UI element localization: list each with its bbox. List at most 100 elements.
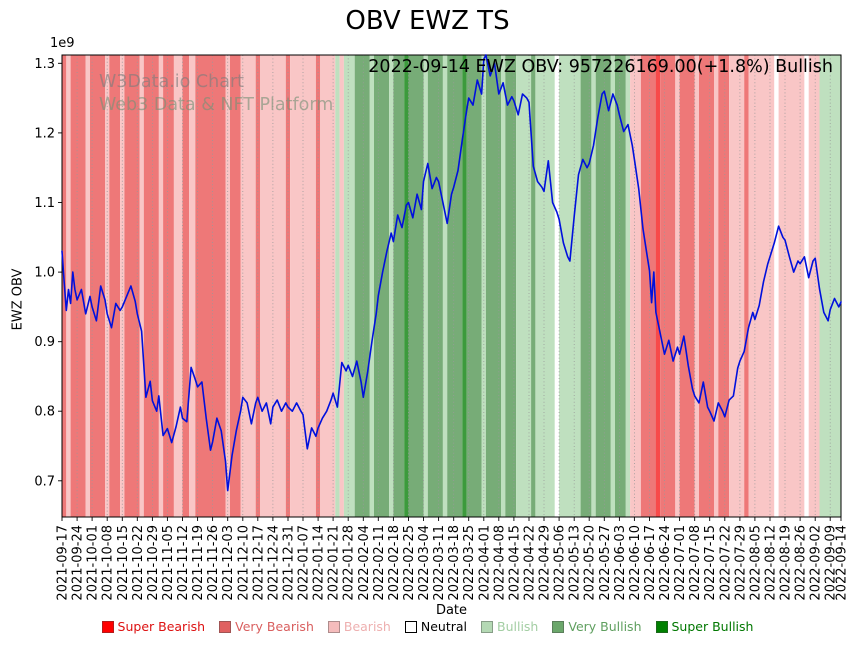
- x-tick-label: 2021-10-01: [86, 525, 101, 601]
- x-tick-label: 2021-10-22: [131, 525, 146, 601]
- regime-band-very_bearish: [718, 55, 730, 517]
- regime-band-super_bullish: [404, 55, 409, 517]
- regime-band-very_bullish: [374, 55, 390, 517]
- legend-label: Super Bullish: [671, 619, 754, 634]
- x-tick-label: 2022-03-18: [447, 525, 462, 601]
- regime-band-very_bullish: [447, 55, 463, 517]
- y-axis-offset-label: 1e9: [50, 36, 75, 51]
- x-tick-label: 2021-10-08: [101, 525, 116, 601]
- legend-swatch-icon: [327, 620, 340, 633]
- regime-band-very_bearish: [285, 55, 291, 517]
- regime-band-very_bullish: [505, 55, 517, 517]
- x-tick-label: 2022-07-22: [718, 525, 733, 601]
- regime-band-bearish: [158, 55, 164, 517]
- regime-band-bullish: [423, 55, 428, 517]
- regime-band-very_bullish: [466, 55, 482, 517]
- regime-band-bullish: [442, 55, 448, 517]
- regime-band-bullish: [389, 55, 394, 517]
- legend-item-bullish: Bullish: [481, 619, 538, 634]
- regime-band-very_bearish: [744, 55, 749, 517]
- x-tick-label: 2021-09-24: [71, 525, 86, 601]
- regime-band-bearish: [173, 55, 183, 517]
- regime-band-bearish: [66, 55, 71, 517]
- legend-label: Neutral: [420, 619, 467, 634]
- y-tick-label: 1.0: [34, 266, 55, 281]
- legend-swatch-icon: [101, 620, 114, 633]
- regime-band-bullish: [559, 55, 581, 517]
- regime-band-bearish: [120, 55, 125, 517]
- x-tick-label: 2022-03-25: [462, 525, 477, 601]
- regime-band-bearish: [729, 55, 745, 517]
- latest-value-annotation: 2022-09-14 EWZ OBV: 957226169.00(+1.8%) …: [368, 57, 833, 77]
- legend-item-very-bearish: Very Bearish: [219, 619, 314, 634]
- watermark-line-2: Web3 Data & NFT Platform: [99, 95, 334, 115]
- regime-band-very_bearish: [255, 55, 260, 517]
- legend-label: Bullish: [497, 619, 539, 634]
- y-tick-label: 0.8: [34, 405, 55, 420]
- obv-line: [61, 54, 842, 492]
- regime-band-bullish: [369, 55, 374, 517]
- x-tick-label: 2021-12-10: [236, 525, 251, 601]
- regime-band-bullish: [343, 55, 355, 517]
- regime-band-very_bullish: [408, 55, 424, 517]
- regime-band-very_bearish: [660, 55, 676, 517]
- regime-band-very_bearish: [143, 55, 159, 517]
- regime-band-bullish: [535, 55, 555, 517]
- regime-band-very_bearish: [109, 55, 121, 517]
- regime-band-very_bullish: [580, 55, 592, 517]
- regime-band-bearish: [778, 55, 805, 517]
- y-tick-label: 0.7: [34, 474, 55, 489]
- x-tick-label: 2022-05-13: [568, 525, 583, 601]
- regime-band-very_bullish: [595, 55, 611, 517]
- x-tick-label: 2022-01-14: [312, 525, 327, 601]
- regime-band-very_bearish: [679, 55, 695, 517]
- x-tick-label: 2022-07-08: [688, 525, 703, 601]
- y-tick-label: 0.9: [34, 335, 55, 350]
- x-tick-label: 2022-06-24: [658, 525, 673, 601]
- regime-band-bullish: [335, 55, 340, 517]
- x-tick-label: 2022-01-21: [327, 525, 342, 601]
- regime-band-very_bullish: [615, 55, 626, 517]
- regime-band-neutral: [774, 55, 779, 517]
- x-tick-label: 2022-04-08: [492, 525, 507, 601]
- x-tick-label: 2022-04-01: [477, 525, 492, 601]
- y-tick-label: 1.1: [34, 196, 55, 211]
- legend-label: Super Bearish: [117, 619, 206, 634]
- x-tick-label: 2021-12-03: [221, 525, 236, 601]
- regime-band-very_bullish: [354, 55, 370, 517]
- legend-swatch-icon: [481, 620, 493, 633]
- x-tick-label: 2022-08-05: [748, 525, 763, 601]
- x-tick-label: 2022-06-17: [643, 525, 658, 601]
- x-tick-label: 2022-04-22: [523, 525, 538, 601]
- x-tick-label: 2022-06-10: [628, 525, 643, 601]
- x-tick-label: 2022-09-09: [824, 525, 839, 601]
- regime-band-bearish: [630, 55, 641, 517]
- regime-band-bearish: [225, 55, 230, 517]
- regime-band-bearish: [85, 55, 90, 517]
- regime-band-bearish: [189, 55, 196, 517]
- legend-swatch-icon: [655, 620, 668, 633]
- regime-band-very_bearish: [229, 55, 241, 517]
- x-axis-label: Date: [435, 603, 468, 618]
- regime-band-neutral: [554, 55, 560, 517]
- regime-band-bullish: [516, 55, 532, 517]
- x-tick-label: 2022-01-07: [297, 525, 312, 601]
- x-tick-label: 2022-08-26: [794, 525, 809, 601]
- x-tick-label: 2022-04-29: [538, 525, 553, 601]
- x-tick-label: 2022-02-04: [357, 525, 372, 601]
- x-tick-label: 2022-04-15: [507, 525, 522, 601]
- regime-band-bearish: [320, 55, 336, 517]
- legend-swatch-icon: [219, 620, 232, 633]
- x-tick-label: 2022-07-15: [703, 525, 718, 601]
- regime-band-bullish: [819, 55, 841, 517]
- regime-band-bearish: [714, 55, 719, 517]
- regime-band-very_bullish: [531, 55, 536, 517]
- x-tick-label: 2022-03-04: [417, 525, 432, 601]
- regime-band-very_bearish: [70, 55, 86, 517]
- regime-band-bearish: [139, 55, 144, 517]
- x-tick-label: 2021-10-15: [116, 525, 131, 601]
- x-tick-label: 2021-10-29: [146, 525, 161, 601]
- x-tick-label: 2022-09-14: [835, 525, 850, 601]
